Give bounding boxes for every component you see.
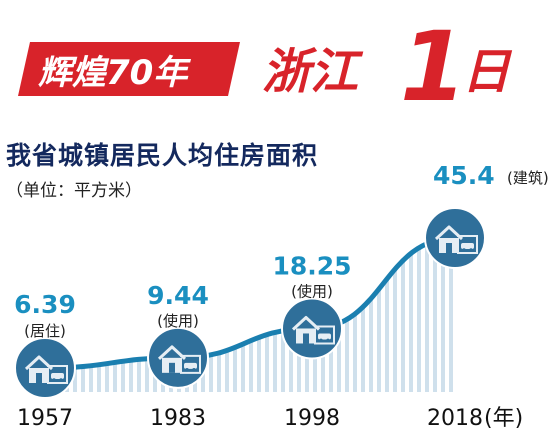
banner: 辉煌70年 浙江 1 日 [18, 11, 513, 120]
chart-marker-layer [14, 207, 486, 399]
x-tick-label: 1957 [17, 406, 73, 431]
banner-left-text: 辉煌70年 [38, 53, 191, 93]
x-tick-label: 2018 [427, 406, 483, 431]
value-label: 9.44 [147, 281, 209, 310]
chart-unit: （单位：平方米） [6, 181, 142, 201]
banner-big-number: 1 [400, 11, 467, 120]
annotation-label: (居住) [24, 322, 66, 340]
annotation-label: (使用) [291, 282, 333, 300]
chart-line-layer [44, 235, 456, 371]
chart-label-layer: 6.39 (居住) 1957 9.44 (使用) 1983 18.25 (使用) 1998 45.… [14, 161, 549, 431]
value-label: 18.25 [272, 251, 351, 280]
house-icon [281, 297, 343, 360]
house-icon [14, 337, 76, 399]
value-label: 45.4 [433, 161, 495, 190]
x-tick-label: 1983 [150, 406, 206, 431]
house-icon [147, 326, 209, 389]
x-tick-label: 1998 [284, 406, 340, 431]
annotation-label: (使用) [157, 312, 199, 330]
value-label: 6.39 [14, 290, 76, 319]
banner-left-panel [18, 42, 240, 96]
annotation-label: (建筑) [507, 169, 549, 187]
chart-title: 我省城镇居民人均住房面积 [6, 141, 319, 170]
area-fill [45, 238, 455, 392]
series-line [44, 235, 456, 371]
banner-ri-text: 日 [462, 44, 513, 100]
chart-area-layer [45, 238, 455, 392]
house-icon [424, 207, 486, 269]
banner-zhejiang-text: 浙江 [262, 44, 364, 100]
x-unit-label: (年) [484, 406, 523, 431]
